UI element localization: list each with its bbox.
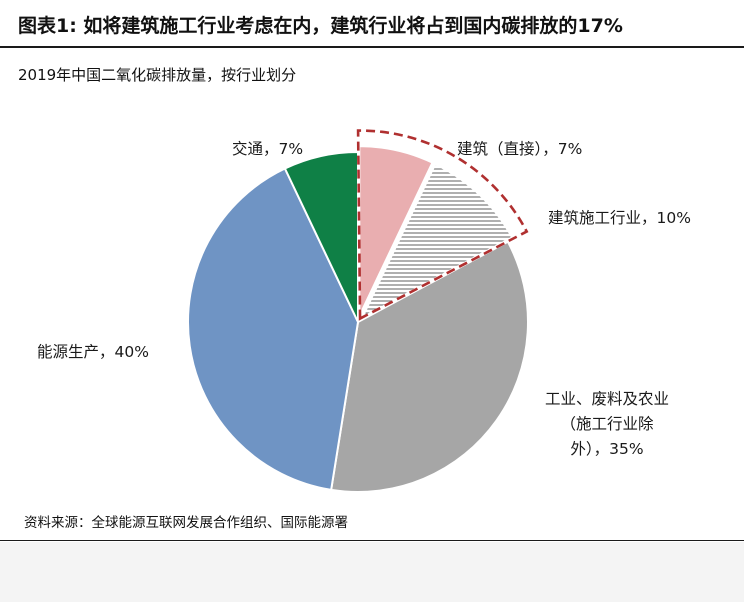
pie-slice-2 <box>359 162 514 320</box>
pie-slices <box>187 145 529 493</box>
slice-label-line: 工业、废料及农业 <box>545 390 669 408</box>
chart-subtitle: 2019年中国二氧化碳排放量，按行业划分 <box>18 66 297 84</box>
chart-title: 图表1: 如将建筑施工行业考虑在内，建筑行业将占到国内碳排放的17% <box>18 15 623 37</box>
pie-slice-5 <box>283 150 359 323</box>
slice-label-5: 交通，7% <box>232 140 303 158</box>
slice-label-line: （施工行业除 <box>560 415 654 433</box>
slice-label-line: 外），35% <box>570 440 643 458</box>
footer-divider <box>0 540 744 541</box>
pie-slice-3 <box>329 240 529 493</box>
title-divider <box>0 46 744 48</box>
pie-slice-4 <box>187 167 360 492</box>
slice-label-3: 工业、废料及农业 （施工行业除外），35% <box>545 390 669 458</box>
slice-label-4: 能源生产，40% <box>37 343 149 361</box>
slice-label-1: 建筑（直接），7% <box>457 140 582 158</box>
source-note: 资料来源：全球能源互联网发展合作组织、国际能源署 <box>24 515 348 531</box>
slice-labels: 建筑（直接），7% 建筑施工行业，10% 工业、废料及农业 （施工行业除外），35% 能… <box>37 140 691 458</box>
footer-band <box>0 542 744 602</box>
slice-label-2: 建筑施工行业，10% <box>548 209 691 227</box>
